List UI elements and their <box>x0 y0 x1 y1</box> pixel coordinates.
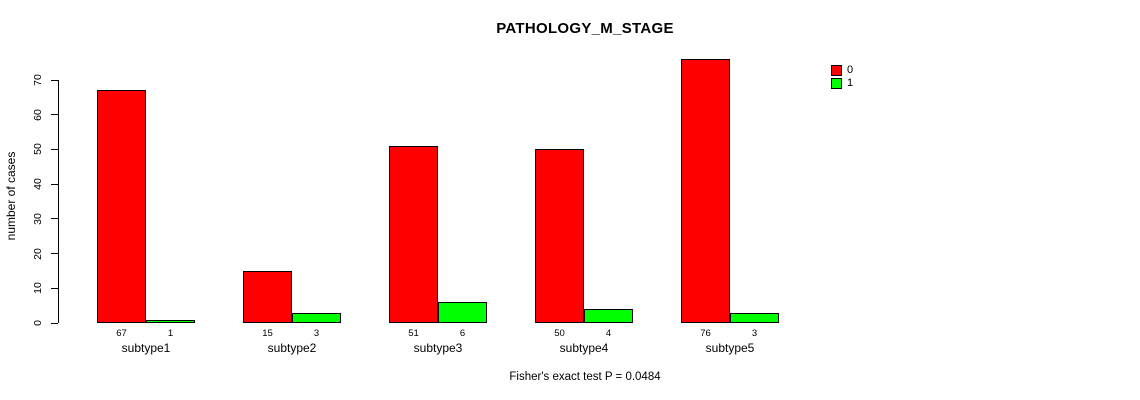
y-axis-tick-label: 30 <box>32 213 44 225</box>
y-axis-tick <box>51 148 58 150</box>
legend-label: 1 <box>847 77 854 89</box>
x-axis-category-label: subtype4 <box>559 341 609 355</box>
bar-series-1 <box>584 309 633 323</box>
y-axis-tick <box>51 322 58 324</box>
bar-series-0 <box>243 270 292 323</box>
y-axis-tick-label: 70 <box>32 74 44 86</box>
bar-value-label: 51 <box>408 328 419 339</box>
bar-value-label: 3 <box>313 328 320 339</box>
y-axis-tick <box>51 218 58 220</box>
bar-value-label: 3 <box>751 328 758 339</box>
bar-series-1 <box>146 319 195 323</box>
bar-series-1 <box>292 312 341 323</box>
bar-series-0 <box>97 90 146 323</box>
chart-title: PATHOLOGY_M_STAGE <box>496 20 674 37</box>
bar-value-label: 50 <box>554 328 565 339</box>
bar-series-0 <box>389 145 438 323</box>
legend-item: 0 <box>831 65 853 76</box>
x-axis-category-label: subtype1 <box>121 341 171 355</box>
y-axis-tick-label: 0 <box>32 320 44 326</box>
y-axis-tick-label: 40 <box>32 178 44 190</box>
x-axis-category-label: subtype2 <box>267 341 317 355</box>
y-axis-tick <box>51 79 58 81</box>
y-axis-line <box>58 80 59 323</box>
bar-series-0 <box>681 59 730 323</box>
x-axis-category-label: subtype3 <box>413 341 463 355</box>
bar-series-0 <box>535 149 584 323</box>
y-axis-tick <box>51 287 58 289</box>
y-axis-tick-label: 60 <box>32 108 44 121</box>
bar-value-label: 6 <box>459 328 466 339</box>
legend-item: 1 <box>831 78 853 89</box>
bar-value-label: 15 <box>262 328 273 339</box>
bar-value-label: 1 <box>167 328 174 339</box>
y-axis-tick <box>51 253 58 255</box>
bar-value-label: 67 <box>116 328 127 339</box>
bar-series-1 <box>438 302 487 323</box>
y-axis-tick-label: 50 <box>32 143 44 156</box>
legend-swatch-0 <box>831 65 842 76</box>
bar-series-1 <box>730 312 779 323</box>
bar-value-label: 76 <box>700 328 711 339</box>
y-axis-tick <box>51 114 58 116</box>
legend-swatch-1 <box>831 78 842 89</box>
bar-value-label: 4 <box>605 328 612 339</box>
y-axis-tick <box>51 183 58 185</box>
y-axis-title: number of cases <box>4 151 18 241</box>
y-axis-tick-label: 10 <box>32 282 44 295</box>
y-axis-tick-label: 20 <box>32 247 44 260</box>
legend-label: 0 <box>847 64 854 76</box>
x-axis-category-label: subtype5 <box>705 341 755 355</box>
stat-annotation: Fisher's exact test P = 0.0484 <box>509 371 661 383</box>
